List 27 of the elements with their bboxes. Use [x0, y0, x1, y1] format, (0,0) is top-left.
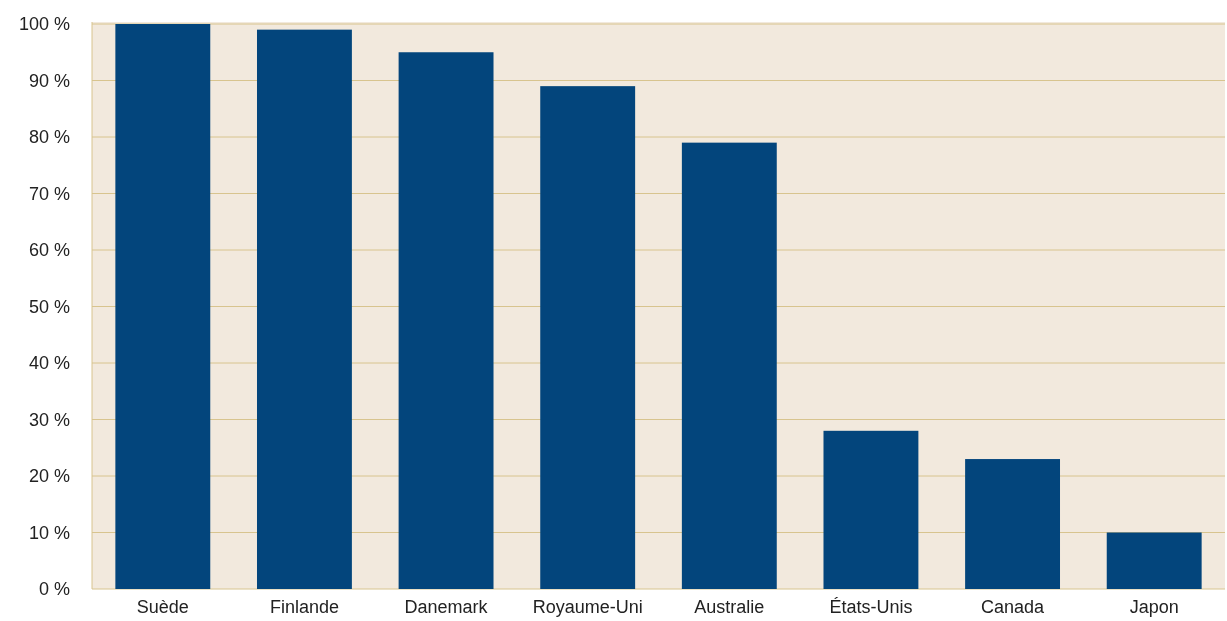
y-tick-label: 20 %: [28, 466, 70, 487]
y-tick-label: 50 %: [28, 296, 70, 317]
bar: [681, 142, 777, 589]
bar: [823, 430, 919, 589]
x-tick-label: Australie: [694, 596, 765, 617]
x-tick-label: Canada: [981, 596, 1046, 617]
y-tick-label: 0 %: [38, 579, 70, 600]
y-tick-label: 10 %: [28, 522, 70, 543]
bar: [115, 24, 211, 589]
y-tick-label: 30 %: [28, 409, 70, 430]
bar: [1106, 532, 1202, 589]
y-tick-label: 60 %: [28, 240, 70, 261]
x-tick-label: Danemark: [404, 596, 489, 617]
bar: [965, 459, 1061, 589]
y-tick-label: 90 %: [28, 70, 70, 91]
x-tick-label: Japon: [1129, 596, 1179, 617]
x-tick-label: États-Unis: [829, 596, 913, 617]
x-tick-label: Finlande: [269, 596, 339, 617]
bar: [256, 29, 352, 589]
bar: [398, 52, 494, 589]
x-tick-label: Suède: [136, 596, 189, 617]
y-tick-label: 100 %: [18, 14, 70, 35]
x-tick-label: Royaume-Uni: [532, 596, 643, 617]
bar: [540, 86, 636, 589]
y-tick-label: 40 %: [28, 353, 70, 374]
y-tick-label: 70 %: [28, 183, 70, 204]
y-tick-label: 80 %: [28, 127, 70, 148]
